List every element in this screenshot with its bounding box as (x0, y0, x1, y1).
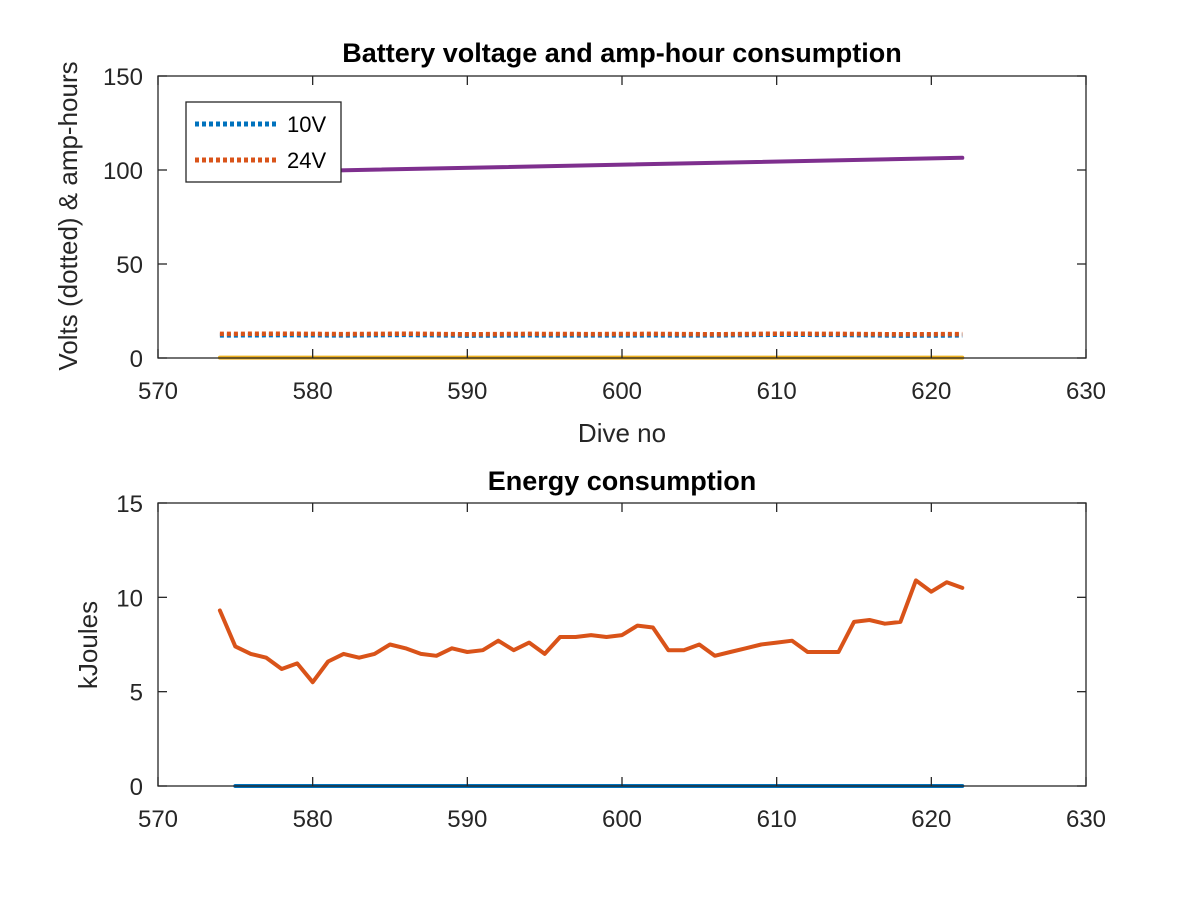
top-x-tick-label: 570 (138, 378, 178, 405)
top-ticks: 570 580 590 600 610 620 630 0 50 100 150 (103, 64, 1106, 405)
bottom-x-tick-label: 630 (1066, 806, 1106, 833)
top-x-tick-label: 600 (602, 378, 642, 405)
bottom-x-tick-label: 580 (293, 806, 333, 833)
top-x-tick-label: 630 (1066, 378, 1106, 405)
top-y-axis-label: Volts (dotted) & amp-hours (53, 61, 83, 370)
top-y-tick-label: 150 (103, 64, 143, 91)
top-x-tick-label: 590 (447, 378, 487, 405)
legend-label-10v: 10V (287, 112, 326, 137)
bottom-y-tick-label: 0 (130, 774, 143, 801)
bottom-y-axis-label: kJoules (73, 601, 103, 689)
top-axes-box (157, 75, 1087, 359)
bottom-subplot: Energy consumption kJoules 570 580 590 600 6… (73, 466, 1106, 833)
top-x-tick-label: 580 (293, 378, 333, 405)
top-series-line-3 (217, 155, 965, 175)
top-legend: 10V 24V (185, 101, 342, 183)
top-subplot: Battery voltage and amp-hour consumption… (53, 38, 1106, 448)
top-y-tick-label: 100 (103, 158, 143, 185)
top-x-tick-label: 620 (911, 378, 951, 405)
bottom-chart-title: Energy consumption (488, 466, 757, 496)
top-series-line-1-24v (219, 331, 963, 337)
bottom-x-tick-label: 610 (757, 806, 797, 833)
bottom-y-tick-label: 15 (116, 491, 143, 518)
top-y-tick-label: 0 (130, 346, 143, 373)
bottom-x-tick-label: 600 (602, 806, 642, 833)
bottom-x-tick-label: 590 (447, 806, 487, 833)
bottom-x-tick-label: 620 (911, 806, 951, 833)
legend-box (185, 101, 342, 183)
top-chart-title: Battery voltage and amp-hour consumption (342, 38, 902, 68)
bottom-axes-box (157, 502, 1087, 787)
bottom-x-tick-label: 570 (138, 806, 178, 833)
bottom-y-tick-label: 10 (116, 585, 143, 612)
bottom-series-line-1 (217, 578, 965, 685)
legend-label-24v: 24V (287, 148, 326, 173)
top-x-tick-label: 610 (757, 378, 797, 405)
bottom-y-tick-label: 5 (130, 680, 143, 707)
bottom-ticks: 570 580 590 600 610 620 630 0 5 10 15 (116, 491, 1106, 833)
top-x-axis-label: Dive no (578, 418, 666, 448)
top-y-tick-label: 50 (116, 252, 143, 279)
